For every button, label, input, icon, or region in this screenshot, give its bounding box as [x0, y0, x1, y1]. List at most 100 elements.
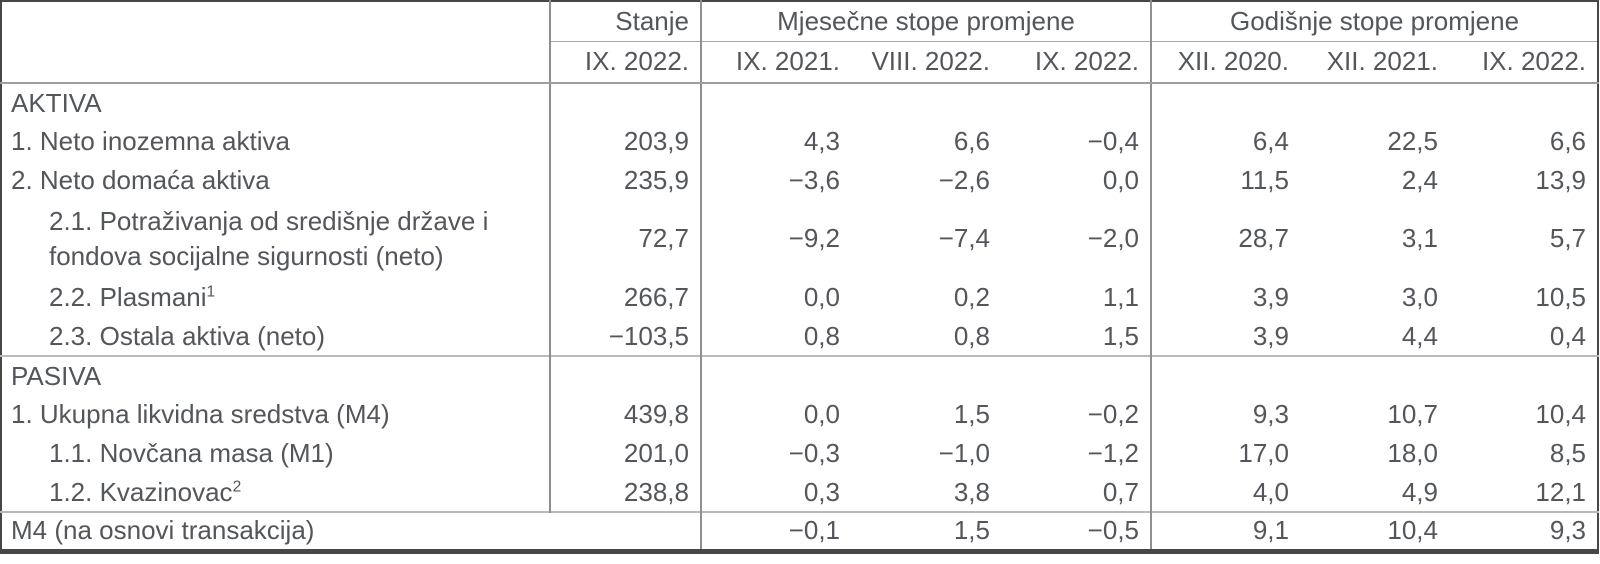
cell-yearly-rate: 11,5 [1240, 165, 1289, 195]
cell-monthly-rate: 1,5 [953, 399, 990, 429]
cell-monthly-rate [1001, 83, 1152, 122]
col-header-monthly-2: VIII. 2022. [851, 41, 1001, 84]
footnote-marker: 1 [206, 283, 216, 301]
cell-monthly-rate: 1,5 [851, 511, 1001, 551]
table-row: 2.1. Potraživanja od središnje države i … [1, 200, 1598, 278]
cell-monthly-rate [701, 355, 851, 395]
cell-yearly-rate: 6,4 [1252, 126, 1289, 156]
header-group-row: Stanje Mjesečne stope promjene Godišnje … [1, 1, 1599, 84]
cell-monthly-rate: 0,2 [953, 282, 990, 312]
col-header-monthly-3: IX. 2022. [1001, 41, 1152, 84]
cell-yearly-rate: 12,1 [1535, 476, 1587, 507]
table-row: 2. Neto domaća aktiva 235,9 −3,6 −2,6 0,0 11,… [1, 161, 1598, 200]
section-row: AKTIVA [1, 83, 1598, 122]
cell-monthly-rate: −7,4 [938, 223, 990, 254]
table-row: 1.1. Novčana masa (M1) 201,0 −0,3 −1,0 −1,2 1… [1, 434, 1598, 473]
row-label: 2.2. Plasmani1 [1, 278, 551, 317]
cell-stanje: 266,7 [550, 278, 702, 317]
col-header-yearly-3: IX. 2022. [1449, 41, 1599, 84]
cell-monthly-rate: 0,0 [803, 282, 840, 312]
section-row: PASIVA [1, 355, 1599, 395]
cell-monthly-rate: −1,0 [938, 438, 990, 468]
cell-yearly-rate: 28,7 [1238, 223, 1289, 254]
table-row: 1. Ukupna likvidna sredstva (M4) 439,8 0,0… [1, 395, 1598, 434]
row-label: 1. Neto inozemna aktiva [1, 122, 551, 161]
corner-cell [1, 1, 551, 84]
footnote-marker: 2 [232, 477, 242, 495]
cell-monthly-rate: 1,5 [1001, 317, 1152, 356]
cell-yearly-rate: 3,9 [1252, 282, 1289, 312]
row-label: PASIVA [1, 355, 551, 395]
cell-monthly-rate: 0,0 [1001, 161, 1152, 200]
cell-monthly-rate [701, 83, 851, 122]
cell-yearly-rate [1151, 355, 1300, 395]
cell-yearly-rate: 4,0 [1252, 476, 1289, 507]
col-header-stanje-period: IX. 2022. [550, 41, 702, 84]
cell-stanje: 201,0 [550, 434, 702, 473]
cell-yearly-rate: 5,7 [1549, 223, 1587, 254]
row-label: 2.3. Ostala aktiva (neto) [1, 317, 551, 356]
cell-monthly-rate: 3,8 [953, 476, 990, 507]
cell-yearly-rate: 9,3 [1252, 399, 1289, 429]
cell-monthly-rate: −2,6 [938, 165, 990, 195]
table-row: M4 (na osnovi transakcija) −0,1 1,5 −0,5 9,1… [1, 511, 1599, 551]
cell-yearly-rate: 6,6 [1549, 126, 1587, 156]
cell-monthly-rate: −0,4 [1001, 122, 1152, 161]
cell-monthly-rate: −1,2 [1001, 434, 1152, 473]
cell-monthly-rate: −9,2 [788, 223, 840, 254]
row-label: AKTIVA [1, 83, 551, 122]
header-period-row: IX. 2022. IX. 2021. VIII. 2022. IX. 2022… [1, 41, 1599, 84]
cell-yearly-rate: 17,0 [1238, 438, 1289, 468]
cell-yearly-rate [1300, 83, 1449, 122]
row-label: 1. Ukupna likvidna sredstva (M4) [1, 395, 551, 434]
table-header: Stanje Mjesečne stope promjene Godišnje … [1, 1, 1599, 84]
cell-monthly-rate: −0,1 [701, 511, 851, 551]
col-header-monthly-1: IX. 2021. [701, 41, 851, 84]
cell-stanje: 238,8 [550, 473, 702, 512]
cell-monthly-rate: 0,8 [953, 320, 990, 351]
cell-yearly-rate: 13,9 [1535, 165, 1587, 195]
cell-stanje: 72,7 [550, 200, 702, 278]
row-label: M4 (na osnovi transakcija) [1, 511, 702, 551]
cell-monthly-rate: 0,3 [803, 476, 840, 507]
table-row: 1. Neto inozemna aktiva 203,9 4,3 6,6 −0,4 6,… [1, 122, 1598, 161]
table-row: 1.2. Kvazinovac2 238,8 0,3 3,8 0,7 4,0 4,9 12,1 [1, 473, 1598, 512]
table-body: AKTIVA 1. Neto inozemna aktiva 203,9 4,3 6,6… [1, 83, 1599, 551]
cell-yearly-rate: 10,4 [1535, 399, 1587, 429]
cell-stanje: 439,8 [550, 395, 702, 434]
cell-monthly-rate: 0,8 [803, 320, 840, 351]
cell-stanje: 235,9 [550, 161, 702, 200]
row-label: 1.1. Novčana masa (M1) [1, 434, 551, 473]
cell-monthly-rate [1001, 355, 1152, 395]
cell-yearly-rate: 22,5 [1387, 126, 1438, 156]
cell-monthly-rate: 0,7 [1001, 473, 1152, 512]
cell-stanje [550, 355, 702, 395]
col-group-monthly: Mjesečne stope promjene [701, 1, 1152, 42]
col-header-yearly-1: XII. 2020. [1151, 41, 1300, 84]
cell-monthly-rate: 0,0 [803, 399, 840, 429]
row-label: 2.1. Potraživanja od središnje države i … [1, 200, 551, 278]
cell-stanje [550, 83, 702, 122]
table-row: 2.2. Plasmani1 266,7 0,0 0,2 1,1 3,9 3,0 10,5 [1, 278, 1598, 317]
cell-yearly-rate: 10,7 [1387, 399, 1438, 429]
cell-yearly-rate: 0,4 [1549, 320, 1587, 351]
cell-yearly-rate: 9,3 [1449, 511, 1599, 551]
cell-yearly-rate [1449, 355, 1599, 395]
cell-yearly-rate: 2,4 [1401, 165, 1438, 195]
cell-monthly-rate: −0,3 [788, 438, 840, 468]
cell-yearly-rate: 3,9 [1252, 320, 1289, 351]
cell-monthly-rate: 6,6 [953, 126, 990, 156]
cell-stanje: 203,9 [550, 122, 702, 161]
cell-yearly-rate [1449, 83, 1598, 122]
cell-yearly-rate: 3,1 [1401, 223, 1438, 254]
cell-yearly-rate: 18,0 [1387, 438, 1438, 468]
cell-monthly-rate: −0,5 [1001, 511, 1152, 551]
cell-yearly-rate: 8,5 [1549, 438, 1587, 468]
cell-monthly-rate: 4,3 [803, 126, 840, 156]
col-group-stanje: Stanje [550, 1, 702, 42]
cell-yearly-rate: 4,9 [1401, 476, 1438, 507]
cell-monthly-rate [851, 355, 1001, 395]
row-label: 1.2. Kvazinovac2 [1, 473, 551, 512]
col-header-yearly-2: XII. 2021. [1300, 41, 1449, 84]
